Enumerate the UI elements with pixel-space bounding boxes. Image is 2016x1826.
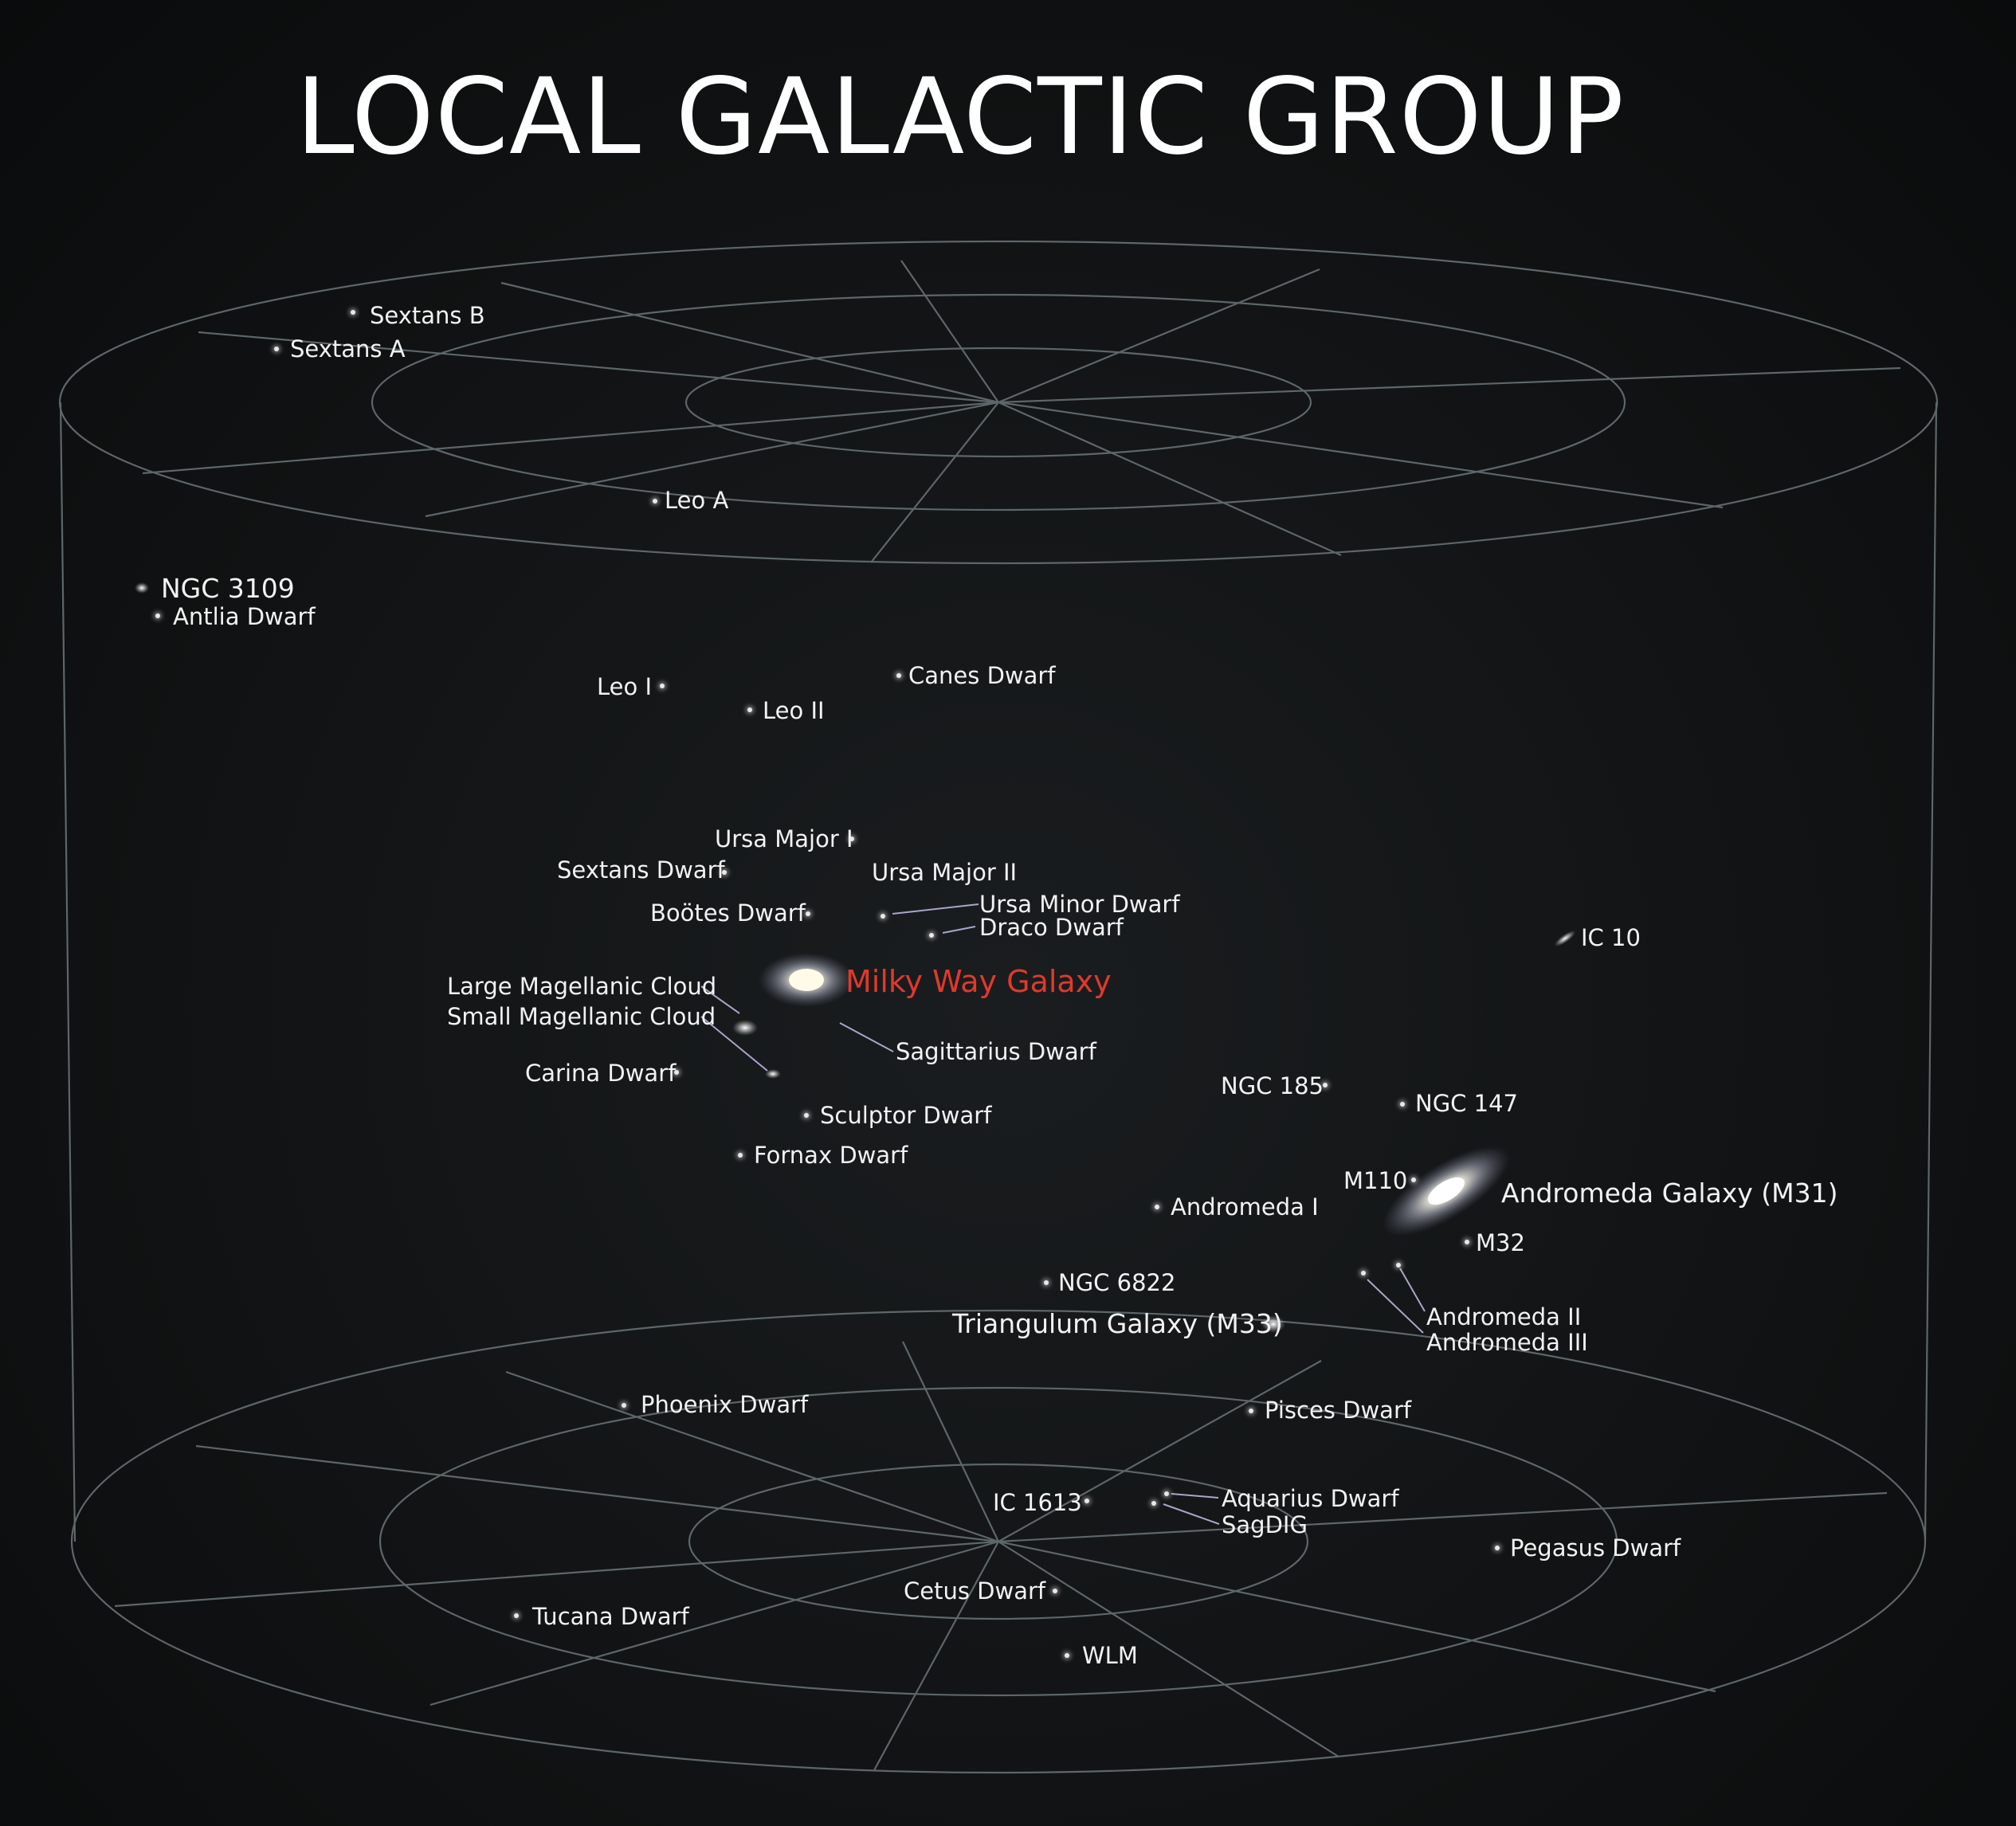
- milky-way-galaxy-image: [732, 953, 854, 1079]
- antlia-dwarf-marker: [155, 613, 160, 618]
- label-sextans-b: Sextans B: [370, 302, 485, 329]
- label-sagittarius-dwarf: Sagittarius Dwarf: [896, 1038, 1096, 1065]
- pegasus-dwarf-marker: [1495, 1546, 1500, 1550]
- label-ic-1613: IC 1613: [993, 1489, 1082, 1516]
- label-milky-way-galaxy: Milky Way Galaxy: [845, 964, 1112, 999]
- top-disk: [58, 240, 1939, 565]
- leo-ii-marker: [747, 707, 752, 712]
- label-andromeda-i: Andromeda I: [1171, 1193, 1319, 1221]
- label-ngc-6822: NGC 6822: [1058, 1269, 1176, 1296]
- sextans-a-marker: [274, 347, 279, 351]
- label-andromeda-galaxy: Andromeda Galaxy (M31): [1501, 1177, 1838, 1209]
- label-ngc-185: NGC 185: [1221, 1072, 1324, 1099]
- leo-a-marker: [653, 499, 657, 504]
- label-phoenix-dwarf: Phoenix Dwarf: [641, 1391, 809, 1418]
- label-ursa-minor-dwarf: Ursa Minor Dwarf: [979, 891, 1180, 918]
- label-m32: M32: [1476, 1229, 1525, 1256]
- label-ic-10: IC 10: [1581, 924, 1641, 951]
- sculptor-dwarf-marker: [804, 1113, 809, 1118]
- phoenix-dwarf-marker: [622, 1403, 626, 1408]
- label-wlm: WLM: [1082, 1642, 1138, 1669]
- label-ngc-147: NGC 147: [1415, 1090, 1518, 1117]
- ngc-6822-marker: [1044, 1280, 1049, 1285]
- cylinder-sides: [59, 402, 1938, 1542]
- label-large-magellanic-cloud: Large Magellanic Cloud: [447, 973, 717, 1000]
- fornax-dwarf-marker: [738, 1153, 743, 1158]
- bottom-disk: [70, 1309, 1927, 1774]
- cetus-dwarf-marker: [1053, 1589, 1057, 1593]
- m110-marker: [1411, 1177, 1416, 1182]
- andromeda-galaxy-image: [1382, 1146, 1511, 1236]
- label-leo-a: Leo A: [665, 487, 729, 514]
- leader-lines: [700, 903, 1426, 1525]
- ursa-minor-dwarf-marker: [881, 914, 885, 919]
- ngc-147-marker: [1400, 1102, 1405, 1107]
- m32-marker: [1465, 1240, 1469, 1244]
- carina-dwarf-marker: [674, 1070, 679, 1075]
- triangulum-galaxy-image: [1261, 1315, 1285, 1333]
- label-m110: M110: [1343, 1167, 1408, 1194]
- label-ursa-major-ii: Ursa Major II: [872, 859, 1018, 886]
- label-carina-dwarf: Carina Dwarf: [525, 1060, 677, 1087]
- ursa-major-i-marker: [849, 837, 854, 841]
- label-sextans-dwarf: Sextans Dwarf: [557, 856, 725, 884]
- sextans-dwarf-marker: [722, 870, 727, 875]
- label-cetus-dwarf: Cetus Dwarf: [904, 1577, 1046, 1605]
- label-bootes-dwarf: Boötes Dwarf: [650, 899, 806, 927]
- andromeda-iii-marker: [1361, 1271, 1366, 1275]
- sextans-b-marker: [351, 310, 355, 315]
- draco-dwarf-marker: [929, 933, 934, 938]
- aquarius-dwarf-marker: [1164, 1491, 1169, 1496]
- label-sagdig: SagDIG: [1222, 1511, 1308, 1538]
- label-tucana-dwarf: Tucana Dwarf: [532, 1603, 689, 1630]
- label-andromeda-ii: Andromeda II: [1426, 1303, 1582, 1330]
- label-canes-dwarf: Canes Dwarf: [908, 662, 1056, 689]
- label-sextans-a: Sextans A: [290, 335, 406, 362]
- label-antlia-dwarf: Antlia Dwarf: [173, 603, 316, 630]
- label-pisces-dwarf: Pisces Dwarf: [1265, 1397, 1412, 1424]
- label-ngc-3109: NGC 3109: [161, 573, 295, 604]
- tucana-dwarf-marker: [514, 1613, 519, 1618]
- label-draco-dwarf: Draco Dwarf: [979, 914, 1124, 941]
- label-small-magellanic-cloud: Small Magellanic Cloud: [447, 1003, 716, 1030]
- andromeda-i-marker: [1155, 1205, 1159, 1209]
- label-leo-i: Leo I: [597, 673, 653, 700]
- label-pegasus-dwarf: Pegasus Dwarf: [1510, 1534, 1681, 1562]
- ngc-185-marker: [1323, 1083, 1328, 1087]
- ic-1613-marker: [1084, 1499, 1089, 1503]
- label-triangulum-galaxy: Triangulum Galaxy (M33): [952, 1308, 1283, 1339]
- label-sculptor-dwarf: Sculptor Dwarf: [820, 1102, 992, 1129]
- label-fornax-dwarf: Fornax Dwarf: [754, 1142, 908, 1169]
- ic-10-image: [1554, 930, 1576, 947]
- canes-dwarf-marker: [896, 673, 901, 678]
- label-ursa-major-i: Ursa Major I: [715, 825, 853, 852]
- sagdig-marker: [1151, 1501, 1156, 1506]
- label-andromeda-iii: Andromeda III: [1426, 1329, 1588, 1356]
- page-title: LOCAL GALACTIC GROUP: [296, 56, 1625, 178]
- label-aquarius-dwarf: Aquarius Dwarf: [1222, 1485, 1399, 1512]
- ngc-3109-image: [135, 582, 149, 594]
- bootes-dwarf-marker: [806, 911, 810, 916]
- andromeda-ii-marker: [1396, 1263, 1401, 1268]
- label-leo-ii: Leo II: [763, 697, 825, 724]
- pisces-dwarf-marker: [1249, 1409, 1253, 1413]
- leo-i-marker: [660, 684, 665, 688]
- wlm-marker: [1065, 1653, 1069, 1658]
